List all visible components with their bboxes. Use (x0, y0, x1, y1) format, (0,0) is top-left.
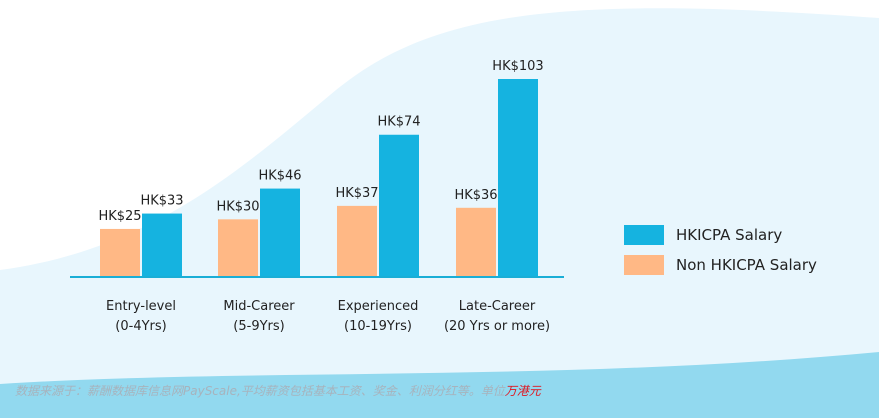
bar-non-hkicpa-1 (100, 228, 140, 277)
bar-non-hkicpa-3 (337, 205, 377, 277)
bar-non-hkicpa-4 (456, 207, 496, 277)
data-source-footnote: 数据来源于：薪酬数据库信息网PayScale,平均薪资包括基本工资、奖金、利润分… (15, 382, 541, 399)
category-label-4: Late-Career (459, 299, 536, 314)
category-sublabel-2: (5-9Yrs) (233, 319, 284, 334)
category-label-2: Mid-Career (223, 299, 295, 314)
data-label-hkicpa-1: HK$33 (140, 194, 183, 209)
bar-hkicpa-1 (142, 213, 182, 277)
data-label-non-hkicpa-3: HK$37 (335, 186, 378, 201)
legend-item-hkicpa: HKICPA Salary (624, 224, 817, 246)
footnote-text: 数据来源于：薪酬数据库信息网PayScale,平均薪资包括基本工资、奖金、利润分… (15, 384, 505, 398)
category-label-3: Experienced (338, 299, 419, 314)
data-label-hkicpa-3: HK$74 (377, 115, 420, 130)
bar-hkicpa-4 (498, 79, 538, 277)
data-label-hkicpa-2: HK$46 (258, 169, 301, 184)
category-sublabel-4: (20 Yrs or more) (444, 319, 550, 334)
bar-hkicpa-3 (379, 134, 419, 277)
legend-label-non-hkicpa: Non HKICPA Salary (676, 256, 817, 274)
bar-hkicpa-2 (260, 188, 300, 277)
legend-swatch-non-hkicpa (624, 255, 664, 275)
category-sublabel-3: (10-19Yrs) (344, 319, 412, 334)
chart-legend: HKICPA Salary Non HKICPA Salary (624, 224, 817, 284)
legend-label-hkicpa: HKICPA Salary (676, 226, 783, 244)
data-label-non-hkicpa-2: HK$30 (216, 199, 259, 214)
legend-swatch-hkicpa (624, 225, 664, 245)
legend-item-non-hkicpa: Non HKICPA Salary (624, 254, 817, 276)
data-label-non-hkicpa-4: HK$36 (454, 188, 497, 203)
data-label-hkicpa-4: HK$103 (492, 59, 543, 74)
category-label-1: Entry-level (106, 299, 176, 314)
data-label-non-hkicpa-1: HK$25 (98, 209, 141, 224)
category-sublabel-1: (0-4Yrs) (115, 319, 166, 334)
footnote-unit: 万港元 (504, 384, 541, 398)
bar-non-hkicpa-2 (218, 219, 258, 277)
